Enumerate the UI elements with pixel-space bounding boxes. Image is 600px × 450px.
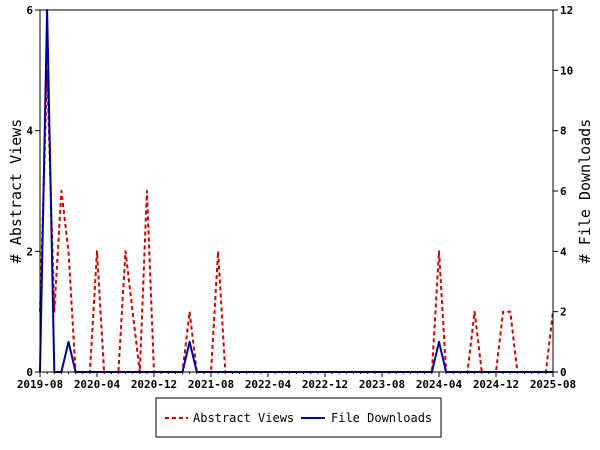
legend-label-abstract-views: Abstract Views [193, 411, 294, 425]
y-left-tick-label: 2 [26, 245, 33, 258]
x-tick-label: 2025-08 [530, 378, 576, 391]
legend: Abstract Views File Downloads [155, 397, 442, 438]
legend-box [155, 397, 442, 438]
y-right-tick-label: 8 [560, 125, 567, 138]
x-tick-label: 2022-12 [302, 378, 348, 391]
x-tick-label: 2020-04 [74, 378, 121, 391]
y-right-tick-label: 2 [560, 306, 567, 319]
x-tick-label: 2024-04 [416, 378, 463, 391]
y-left-tick-label: 6 [26, 4, 33, 17]
plot-background [40, 10, 553, 372]
y-right-tick-label: 0 [560, 366, 567, 379]
legend-label-file-downloads: File Downloads [331, 411, 432, 425]
y-right-tick-label: 4 [560, 245, 567, 258]
plot-area [40, 10, 553, 372]
x-tick-label: 2024-12 [473, 378, 519, 391]
x-tick-label: 2022-04 [245, 378, 292, 391]
y-right-tick-label: 10 [560, 64, 573, 77]
y-left-tick-label: 0 [26, 366, 33, 379]
axes-layer: 2019-08 2020-04 2020-12 2021-08 2022-04 2022-… [17, 4, 576, 391]
y-axis-right-title: # File Downloads [576, 119, 594, 264]
x-tick-label: 2019-08 [17, 378, 63, 391]
x-tick-label: 2023-08 [359, 378, 405, 391]
y-right-tick-label: 12 [560, 4, 573, 17]
y-left-tick-label: 4 [26, 125, 33, 138]
y-right-tick-label: 6 [560, 185, 567, 198]
y-axis-left-title: # Abstract Views [7, 119, 25, 264]
x-tick-label: 2020-12 [131, 378, 177, 391]
x-tick-label: 2021-08 [188, 378, 234, 391]
